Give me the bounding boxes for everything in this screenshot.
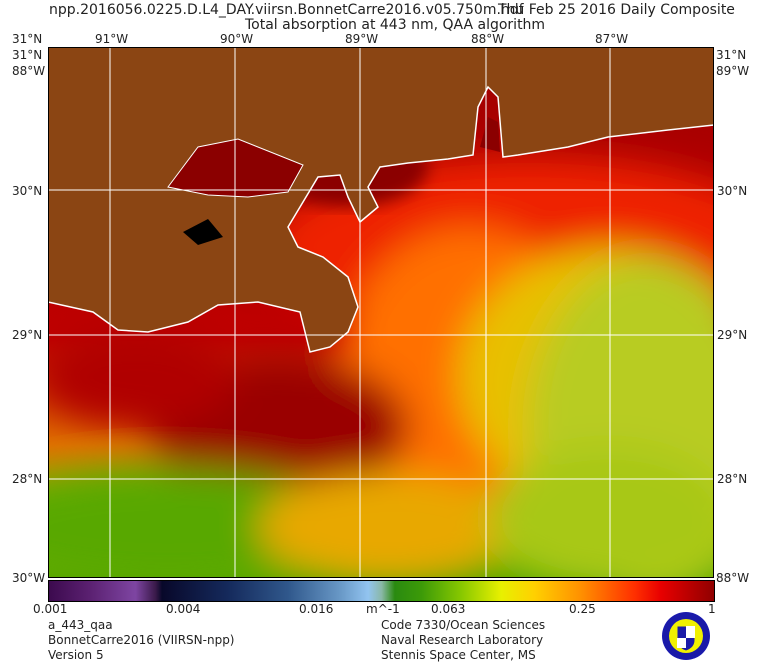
- corner-lon-right: 89°W: [716, 64, 750, 78]
- corner-bottom-right: 88°W: [716, 571, 750, 585]
- lat-label-right: 29°N: [717, 328, 748, 342]
- water-color-field: [48, 157, 714, 578]
- lat-label-right: 28°N: [717, 472, 748, 486]
- version: Version 5: [48, 648, 104, 662]
- colorbar-tick: 1: [708, 602, 716, 616]
- colorbar-tick: 0.016: [299, 602, 334, 616]
- colorbar-tick: 0.063: [431, 602, 466, 616]
- colorbar-tick: 0.25: [569, 602, 596, 616]
- org-name: Naval Research Laboratory: [381, 633, 544, 647]
- org-code: Code 7330/Ocean Sciences: [381, 618, 546, 632]
- product-title: Total absorption at 443 nm, QAA algorith…: [245, 17, 546, 33]
- product-name: a_443_qaa: [48, 618, 113, 632]
- corner-lat-right: 31°N: [716, 48, 747, 62]
- lon-label: 89°W: [345, 32, 379, 46]
- colorbar: [48, 580, 715, 602]
- absorption-map: [48, 47, 714, 578]
- corner-lon-left: 88°W: [12, 64, 46, 78]
- lon-label: 87°W: [595, 32, 629, 46]
- colorbar-unit: m^-1: [366, 602, 400, 616]
- colorbar-tick: 0.001: [33, 602, 68, 616]
- dataset-name: BonnetCarre2016 (VIIRSN-npp): [48, 633, 235, 647]
- corner-lat-top-left: 31°N: [12, 32, 43, 46]
- lat-label-left: 30°N: [12, 184, 43, 198]
- land-mass: [48, 47, 714, 353]
- lat-label-left: 28°N: [12, 472, 43, 486]
- colorbar-tick: 0.004: [166, 602, 201, 616]
- lon-label: 91°W: [95, 32, 129, 46]
- lat-label-right: 30°N: [717, 184, 748, 198]
- lon-label: 88°W: [471, 32, 505, 46]
- nrl-seal-logo: [662, 612, 710, 660]
- date-title: Thu Feb 25 2016 Daily Composite: [498, 2, 735, 18]
- corner-lat-left: 31°N: [12, 48, 43, 62]
- file-title: npp.2016056.0225.D.L4_DAY.viirsn.BonnetC…: [49, 2, 524, 18]
- lat-label-left: 29°N: [12, 328, 43, 342]
- graticule: [48, 47, 714, 578]
- lon-label: 90°W: [220, 32, 254, 46]
- corner-bottom-left: 30°W: [12, 571, 46, 585]
- org-location: Stennis Space Center, MS: [381, 648, 536, 662]
